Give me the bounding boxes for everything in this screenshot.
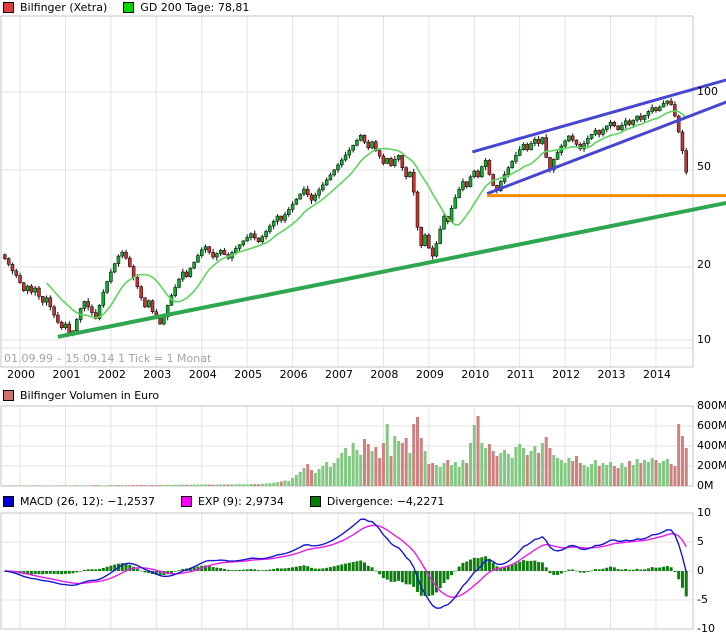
year-axis-tick: 2003 <box>143 368 172 381</box>
legend-item-macd: MACD (26, 12): −1,2537 <box>3 495 155 508</box>
volume-chart-legend: Bilfinger Volumen in Euro <box>3 389 159 402</box>
volume-axis-tick: 400M <box>697 439 726 452</box>
year-axis-tick: 2010 <box>461 368 490 381</box>
year-axis-tick: 2012 <box>552 368 581 381</box>
price-axis-tick: 100 <box>697 85 718 98</box>
exp-series-label: EXP (9): 2,9734 <box>197 495 284 508</box>
year-axis-tick: 2014 <box>642 368 671 381</box>
volume-series-swatch-icon <box>3 390 14 401</box>
legend-item-exp: EXP (9): 2,9734 <box>180 495 284 508</box>
volume-axis-tick: 0M <box>697 479 714 492</box>
price-axis-tick: 20 <box>697 258 711 272</box>
price-series-label: Bilfinger (Xetra) <box>20 1 108 14</box>
macd-series-label: MACD (26, 12): −1,2537 <box>20 495 155 508</box>
year-axis-tick: 2004 <box>188 368 217 381</box>
macd-axis-tick: 10 <box>697 506 711 519</box>
macd-chart-legend: MACD (26, 12): −1,2537 EXP (9): 2,9734 D… <box>3 495 444 508</box>
macd-plot-area[interactable] <box>1 513 693 629</box>
year-axis-tick: 2008 <box>370 368 399 381</box>
price-series-swatch-icon <box>3 2 14 13</box>
volume-axis-tick: 600M <box>697 419 726 432</box>
year-axis-tick: 2009 <box>415 368 444 381</box>
date-range-label: 01.09.99 – 15.09.14 <box>4 352 115 365</box>
tick-interval-label: 1 Tick = 1 Monat <box>118 352 212 365</box>
volume-axis-tick: 200M <box>697 459 726 472</box>
volume-series-label: Bilfinger Volumen in Euro <box>20 389 160 402</box>
price-axis-tick: 10 <box>697 333 711 346</box>
ma-series-swatch-icon <box>123 2 135 13</box>
year-axis-tick: 2006 <box>279 368 308 381</box>
macd-axis-tick: 0 <box>697 564 704 577</box>
legend-item-ma: GD 200 Tage: 78,81 <box>123 1 249 14</box>
year-axis-tick: 2013 <box>597 368 626 381</box>
year-axis-tick: 2001 <box>52 368 81 381</box>
divergence-series-label: Divergence: −4,2271 <box>326 495 445 508</box>
price-axis-tick: 50 <box>697 159 711 173</box>
ma-series-label: GD 200 Tage: 78,81 <box>140 1 250 14</box>
macd-series-swatch-icon <box>3 496 14 507</box>
divergence-series-swatch-icon <box>309 496 321 507</box>
year-axis-tick: 2007 <box>325 368 353 381</box>
volume-axis-tick: 800M <box>697 399 726 412</box>
macd-axis-tick: -5 <box>697 593 708 606</box>
year-axis-tick: 2002 <box>97 368 126 381</box>
year-axis-tick: 2011 <box>506 368 535 381</box>
price-plot-area[interactable] <box>1 16 693 367</box>
legend-item-volume: Bilfinger Volumen in Euro <box>3 389 159 402</box>
macd-axis-tick: 5 <box>697 535 704 548</box>
volume-plot-area[interactable] <box>1 406 693 486</box>
year-axis-tick: 2005 <box>234 368 263 381</box>
legend-item-divergence: Divergence: −4,2271 <box>309 495 445 508</box>
price-chart-legend: Bilfinger (Xetra) GD 200 Tage: 78,81 <box>3 1 249 14</box>
macd-axis-tick: -10 <box>697 622 715 635</box>
year-axis-tick: 2000 <box>7 368 36 381</box>
exp-series-swatch-icon <box>180 496 192 507</box>
legend-item-price: Bilfinger (Xetra) <box>3 1 107 14</box>
